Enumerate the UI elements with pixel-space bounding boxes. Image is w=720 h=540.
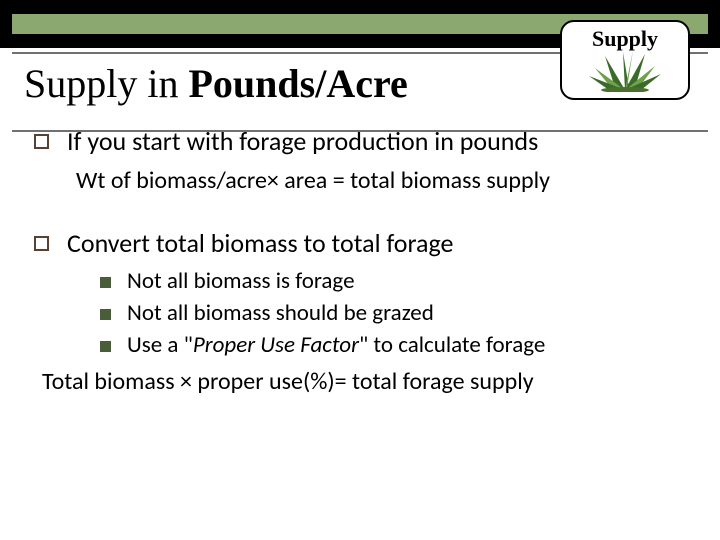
grass-icon	[585, 48, 665, 88]
bullet-2: Convert total biomass to total forage	[34, 227, 686, 261]
sub-bullets: Not all biomass is forage Not all biomas…	[100, 267, 686, 361]
final-line: Total biomass × proper use(%)= total for…	[42, 367, 686, 396]
title-row: Supply in Pounds/Acre Supply	[0, 48, 720, 115]
solid-bullet-icon	[100, 277, 111, 288]
title-prefix: Supply in	[24, 61, 188, 106]
hollow-bullet-icon	[34, 134, 49, 149]
title-bold: Pounds/Acre	[188, 61, 407, 106]
sub-bullet-2: Not all biomass should be grazed	[100, 299, 686, 329]
sub3-b: " to calculate forage	[359, 331, 545, 359]
bullet-2-text: Convert total biomass to total forage	[67, 227, 453, 261]
hollow-bullet-icon	[34, 236, 49, 251]
content-area: If you start with forage production in p…	[0, 115, 720, 396]
sub3-a: Use a "	[127, 331, 193, 359]
sub-bullet-3: Use a "Proper Use Factor" to calculate f…	[100, 331, 686, 361]
solid-bullet-icon	[100, 341, 111, 352]
page-title: Supply in Pounds/Acre	[24, 60, 408, 107]
supply-badge: Supply	[560, 20, 690, 100]
bullet-1-sub: Wt of biomass/acre× area = total biomass…	[76, 165, 686, 197]
solid-bullet-icon	[100, 309, 111, 320]
sub-2-text: Not all biomass should be grazed	[127, 299, 434, 329]
sub-3-text: Use a "Proper Use Factor" to calculate f…	[127, 331, 545, 361]
divider-line-2	[12, 130, 708, 132]
sub-bullet-1: Not all biomass is forage	[100, 267, 686, 297]
sub3-italic: Proper Use Factor	[193, 331, 359, 359]
sub-1-text: Not all biomass is forage	[127, 267, 355, 297]
